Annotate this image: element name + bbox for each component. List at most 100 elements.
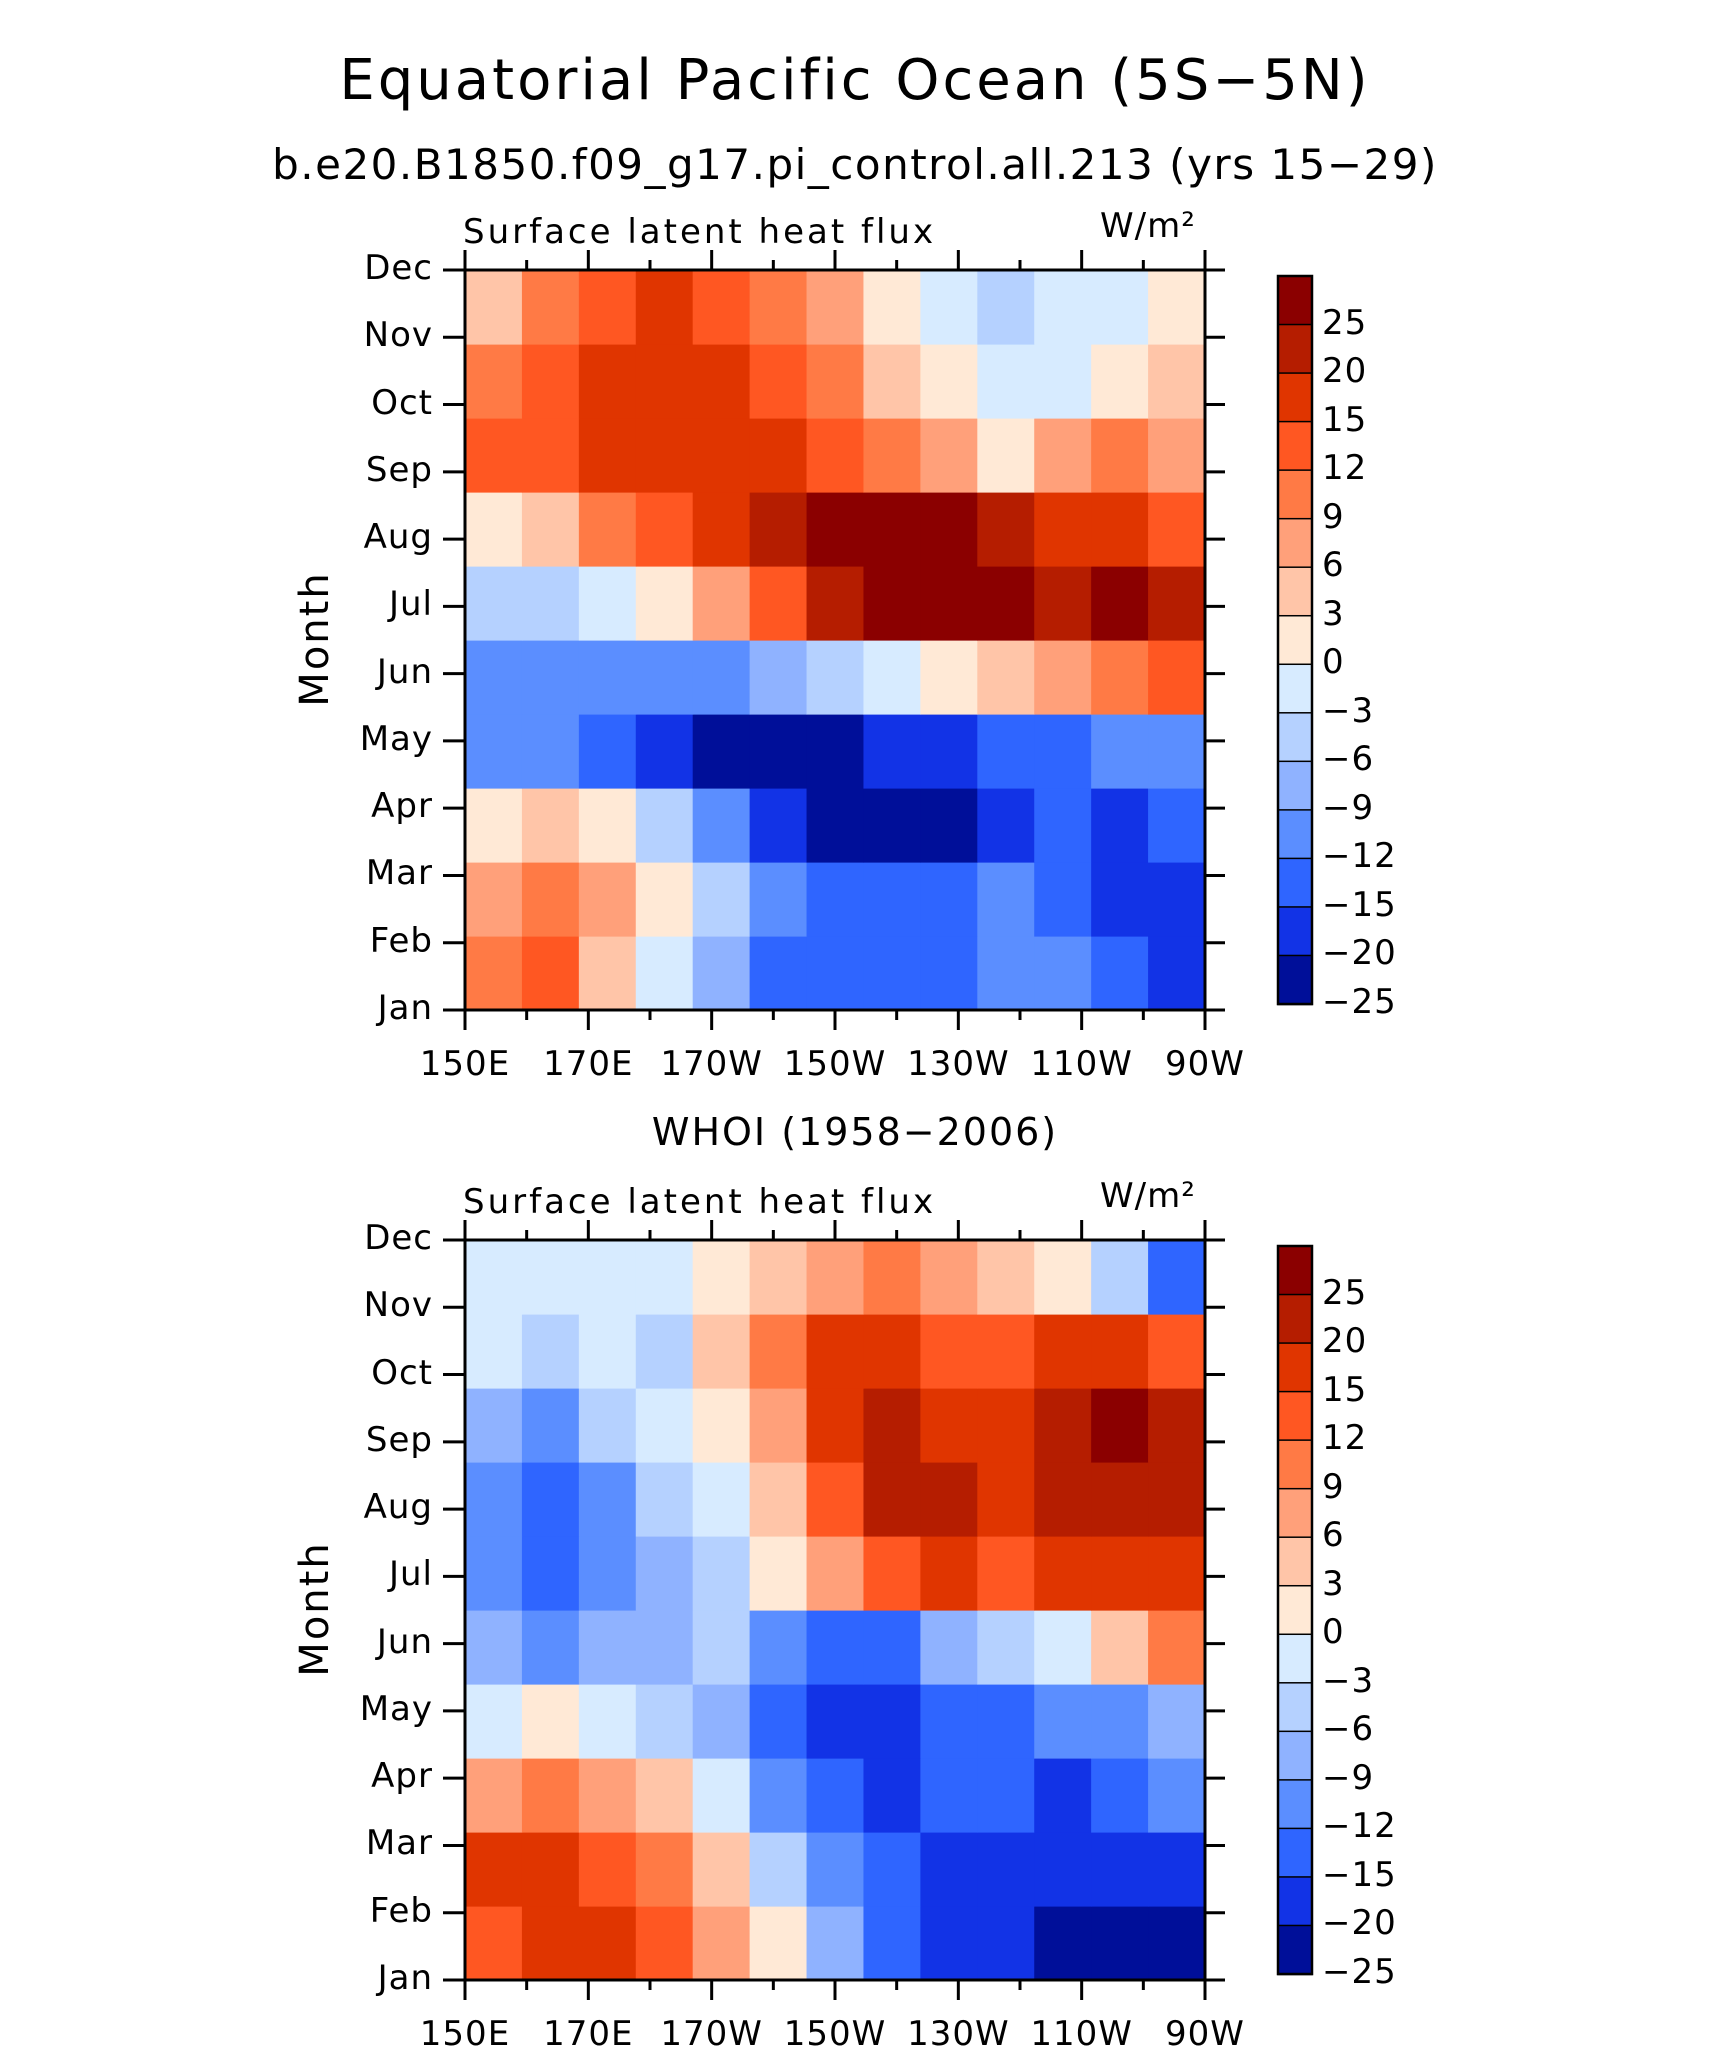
heatmap-cell	[749, 1610, 808, 1685]
heatmap-cell	[578, 788, 637, 863]
heatmap-cell	[692, 1314, 751, 1389]
colorbar-bin	[1277, 1779, 1313, 1830]
heatmap-cell	[1091, 344, 1149, 419]
colorbar-bin	[1277, 1827, 1313, 1879]
panel-left-title: Surface latent heat flux	[463, 212, 937, 252]
heatmap-cell	[977, 492, 1035, 567]
heatmap-cell	[806, 492, 865, 567]
colorbar-bin	[1277, 712, 1313, 763]
x-tick-label: 170E	[543, 2014, 634, 2054]
heatmap-cell	[521, 714, 580, 789]
heatmap-cell	[465, 492, 523, 567]
heatmap-cell	[635, 862, 694, 937]
heatmap-cell	[521, 1536, 580, 1611]
heatmap-cell	[1148, 1610, 1206, 1685]
heatmap-cell	[806, 862, 865, 937]
heatmap-cell	[749, 1832, 808, 1907]
heatmap-cell	[635, 1314, 694, 1389]
y-tick-label: May	[359, 718, 433, 759]
heatmap-panel-1	[465, 270, 1206, 1011]
heatmap-cell	[806, 640, 865, 715]
x-tick-label: 170E	[543, 1044, 634, 1084]
heatmap-cell	[920, 1462, 978, 1537]
heatmap-cell	[977, 1906, 1035, 1981]
heatmap-cell	[920, 1906, 978, 1981]
heatmap-cell	[521, 936, 580, 1011]
heatmap-cell	[1034, 936, 1092, 1011]
heatmap-cell	[692, 270, 751, 345]
heatmap-cell	[1148, 492, 1206, 567]
heatmap-cell	[635, 1610, 694, 1685]
heatmap-cell	[1148, 418, 1206, 493]
heatmap-cell	[863, 344, 921, 419]
heatmap-cell	[692, 1240, 751, 1315]
heatmap-cell	[806, 1536, 865, 1611]
heatmap-cell	[692, 1832, 751, 1907]
heatmap-cell	[1148, 640, 1206, 715]
heatmap-cell	[1148, 1758, 1206, 1833]
colorbar-label: 6	[1322, 545, 1345, 586]
heatmap-cell	[635, 714, 694, 789]
y-tick-label: Sep	[365, 1419, 433, 1460]
heatmap-cell	[863, 566, 921, 641]
heatmap-cell	[578, 1832, 637, 1907]
colorbar-bin	[1277, 1487, 1313, 1539]
heatmap-cell	[1148, 1684, 1206, 1759]
heatmap-cell	[1034, 1906, 1092, 1981]
colorbar-bin	[1277, 809, 1313, 860]
heatmap-cell	[749, 1758, 808, 1833]
y-tick-label: Sep	[365, 449, 433, 490]
heatmap-cell	[465, 862, 523, 937]
colorbar-label: −15	[1322, 1854, 1397, 1895]
heatmap-cell	[977, 1536, 1035, 1611]
heatmap-cell	[578, 1462, 637, 1537]
colorbar-label: 20	[1322, 351, 1368, 392]
heatmap-cell	[977, 344, 1035, 419]
heatmap-cell	[635, 492, 694, 567]
heatmap-cell	[749, 492, 808, 567]
heatmap-cell	[977, 566, 1035, 641]
colorbar-label: −20	[1322, 933, 1397, 974]
heatmap-cell	[635, 1388, 694, 1463]
y-tick-label: Oct	[371, 1352, 433, 1393]
heatmap-cell	[521, 1462, 580, 1537]
heatmap-cell	[920, 1684, 978, 1759]
colorbar-bin	[1277, 517, 1313, 569]
heatmap-cell	[578, 862, 637, 937]
heatmap-cell	[1034, 1610, 1092, 1685]
colorbar-bin	[1277, 1682, 1313, 1733]
heatmap-cell	[920, 1388, 978, 1463]
y-tick-label: May	[359, 1688, 433, 1729]
heatmap-cell	[749, 344, 808, 419]
heatmap-cell	[521, 566, 580, 641]
heatmap-cell	[977, 1610, 1035, 1685]
heatmap-cell	[1091, 418, 1149, 493]
heatmap-cell	[749, 862, 808, 937]
heatmap-cell	[920, 492, 978, 567]
colorbar-label: −20	[1322, 1903, 1397, 1944]
heatmap-cell	[749, 418, 808, 493]
heatmap-cell	[863, 492, 921, 567]
heatmap-cell	[635, 1240, 694, 1315]
heatmap-cell	[578, 1388, 637, 1463]
colorbar-label: −25	[1322, 982, 1397, 1022]
colorbar-label: −12	[1322, 836, 1397, 877]
heatmap-cell	[465, 640, 523, 715]
heatmap-cell	[1091, 1906, 1149, 1981]
heatmap-cell	[863, 1758, 921, 1833]
heatmap-cell	[692, 1684, 751, 1759]
colorbar-bin	[1277, 954, 1313, 1006]
heatmap-cell	[465, 1758, 523, 1833]
heatmap-cell	[977, 862, 1035, 937]
colorbar-label: 9	[1322, 1466, 1345, 1507]
panel-units: W/m²	[1100, 1176, 1196, 1216]
y-tick-label: Mar	[365, 1823, 433, 1864]
heatmap-cell	[1034, 640, 1092, 715]
figure-title: Equatorial Pacific Ocean (5S−5N)	[339, 48, 1371, 113]
colorbar-label: 15	[1322, 1369, 1368, 1410]
x-tick-label: 150E	[419, 1044, 511, 1084]
heatmap-cell	[806, 1462, 865, 1537]
colorbar-bin	[1277, 1390, 1313, 1442]
panel-units: W/m²	[1100, 206, 1196, 246]
heatmap-cell	[692, 566, 751, 641]
